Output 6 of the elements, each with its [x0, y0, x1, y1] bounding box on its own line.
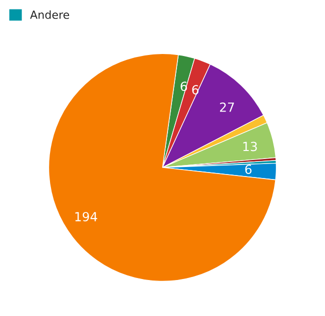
data-label: 194: [75, 212, 98, 222]
data-label: 13: [243, 142, 257, 152]
data-label: 6: [245, 164, 252, 174]
legend-label: Andere: [30, 10, 70, 19]
data-label: 6: [192, 84, 198, 94]
data-label: 27: [220, 102, 234, 112]
